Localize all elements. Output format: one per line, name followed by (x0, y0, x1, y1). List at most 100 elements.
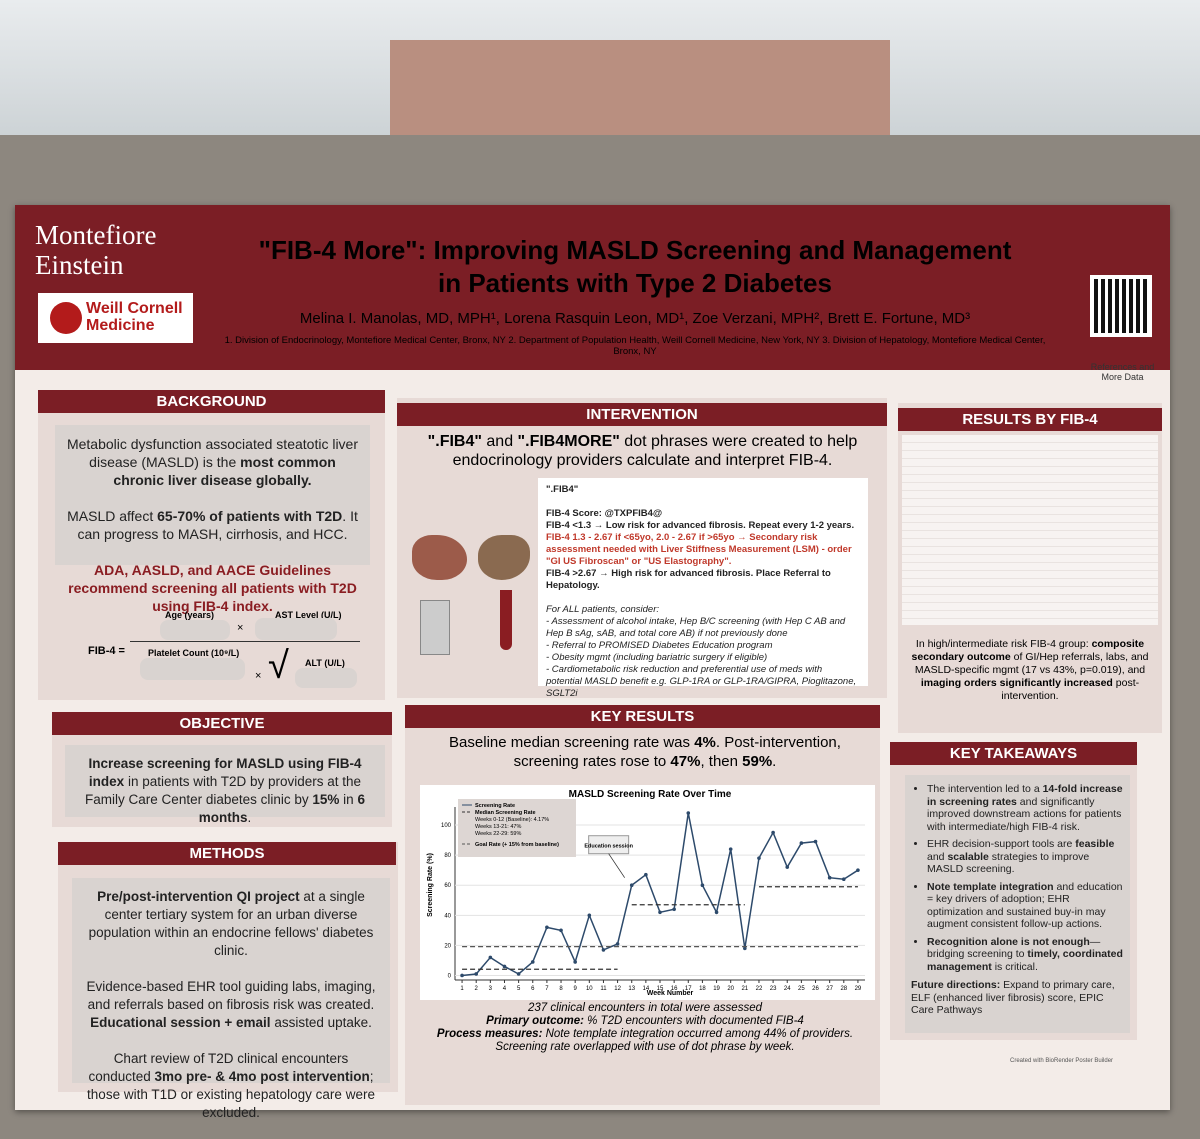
point (728, 847, 733, 851)
legend-note: Weeks 0-12 (Baseline): 4.17% (475, 817, 549, 823)
takeaway: The intervention led to a 14-fold increa… (927, 783, 1124, 833)
paragraph: Evidence-based EHR tool guiding labs, im… (82, 978, 380, 1032)
credit: Created with BioRender Poster Builder (1010, 1058, 1114, 1064)
point (573, 960, 577, 964)
text-box: Pre/post-intervention QI project at a si… (72, 878, 390, 1120)
text-run: is critical. (991, 960, 1038, 973)
text-run: Pre/post-intervention QI project (97, 889, 300, 904)
x-tick-label: 2 (475, 986, 479, 992)
point (545, 925, 549, 930)
x-tick-label: 8 (559, 986, 563, 992)
paragraph: Metabolic dysfunction associated steatot… (65, 435, 360, 489)
header (15, 205, 1170, 370)
dot-phrase-line: FIB-4 1.3 - 2.67 if <65yo, 2.0 - 2.67 if… (546, 532, 852, 567)
text-run: Note template integration occurred among… (495, 1028, 854, 1053)
point (771, 830, 775, 835)
text-run: Increase screening for MASLD using FIB-4… (88, 756, 362, 789)
results-table (902, 435, 1158, 625)
formula-label: AST Level (U/L) (275, 610, 342, 620)
point (516, 972, 521, 976)
text-run: dot phrases were created to help endocri… (452, 433, 858, 469)
logo-text: Weill Cornell (86, 300, 183, 317)
text-run: Future directions: (911, 979, 1001, 991)
x-tick-label: 18 (699, 986, 706, 992)
logo-text: Montefiore (35, 220, 157, 250)
qr-caption: References and More Data (1090, 362, 1155, 382)
point (601, 948, 606, 952)
x-tick-label: 23 (770, 986, 777, 992)
x-tick-label: 29 (855, 986, 862, 992)
text-run: most common chronic liver disease global… (113, 454, 336, 488)
text-box: The intervention led to a 14-fold increa… (905, 775, 1130, 1033)
text-run: feasible (1075, 838, 1115, 850)
point (502, 964, 507, 969)
liver-icon (478, 535, 530, 580)
dot-phrase-box: ".FIB4" FIB-4 Score: @TXPFIB4@ FIB-4 <1.3 … (538, 478, 868, 759)
input-box (295, 668, 357, 688)
y-tick-label: 20 (444, 943, 451, 949)
text-run: Evidence-based EHR tool guiding labs, im… (86, 979, 376, 1012)
x-tick-label: 17 (685, 986, 692, 992)
point (841, 877, 846, 882)
takeaway-list: The intervention led to a 14-fold increa… (911, 783, 1124, 973)
point (743, 946, 747, 951)
scanner-icon (420, 600, 450, 655)
text-run: and significantly improved downstream ac… (927, 795, 1122, 833)
point (700, 883, 705, 888)
text-run: and (927, 850, 948, 863)
text-run: . It can progress to MASH, cirrhosis, an… (77, 508, 358, 542)
text-run: 65-70% of patients with T2D (157, 508, 343, 524)
point (672, 907, 676, 912)
dot-phrase-line: FIB-4 >2.67 → High risk for advanced fib… (546, 568, 831, 591)
legend-note: Weeks 22-29: 59% (475, 831, 521, 837)
dot-phrase-line: ".FIB4" (546, 484, 579, 495)
section-heading: RESULTS BY FIB-4 (898, 408, 1162, 431)
x-tick-label: 3 (489, 986, 493, 992)
text-run: composite secondary outcome (911, 638, 1145, 663)
dot-phrase-line (546, 592, 860, 604)
x-tick-label: 13 (628, 986, 635, 992)
text-run: and education = key drivers of adoption;… (927, 880, 1123, 931)
logo-text: Einstein (35, 250, 124, 280)
text-run: 6 months (198, 792, 365, 825)
text-run: 15% (312, 792, 340, 807)
y-tick-label: 60 (444, 883, 451, 889)
text-run: In high/intermediate risk FIB-4 group: (915, 638, 1092, 650)
x-tick-label: 28 (840, 986, 847, 992)
text-run: timely, coordinated management (927, 948, 1123, 973)
paragraph: MASLD affect 65-70% of patients with T2D… (65, 507, 360, 543)
text-run: Metabolic dysfunction associated steatot… (66, 436, 359, 470)
text-box: Metabolic dysfunction associated steatot… (55, 425, 370, 614)
section-heading: METHODS (58, 842, 396, 865)
fraction-bar (130, 641, 360, 642)
formula-label: ALT (U/L) (305, 658, 345, 668)
x-tick-label: 27 (826, 986, 833, 992)
text-run: Expand to primary care, ELF (enhanced li… (911, 979, 1115, 1016)
legend-note: Weeks 13-21: 47% (475, 824, 521, 830)
takeaway: EHR decision-support tools are feasible … (927, 838, 1124, 876)
takeaway: Recognition alone is not enough—bridging… (927, 936, 1124, 974)
point (629, 883, 634, 888)
text-run: 4% (694, 734, 716, 751)
point (686, 811, 691, 815)
operator: × (255, 670, 262, 682)
text-run: ".FIB4" (427, 433, 482, 450)
caption: In high/intermediate risk FIB-4 group: c… (905, 638, 1155, 703)
point (856, 868, 860, 872)
text-run: % T2D encounters with documented FIB-4 (583, 1015, 804, 1027)
y-tick-label: 80 (444, 853, 451, 859)
liver-icon (412, 535, 467, 580)
point (658, 910, 662, 915)
input-box (160, 620, 230, 640)
text-run: MASLD affect (67, 508, 158, 524)
text-run: Baseline median screening rate was (449, 734, 695, 751)
formula-label: Age (years) (165, 610, 215, 620)
point (615, 942, 620, 946)
dot-phrase-line: FIB-4 <1.3 → Low risk for advanced fibro… (546, 520, 855, 531)
sqrt: √ (268, 645, 289, 687)
point (587, 913, 592, 918)
logo-text: Medicine (86, 317, 155, 334)
operator: × (237, 622, 244, 634)
text-run: scalable (947, 850, 989, 863)
point (474, 972, 479, 976)
